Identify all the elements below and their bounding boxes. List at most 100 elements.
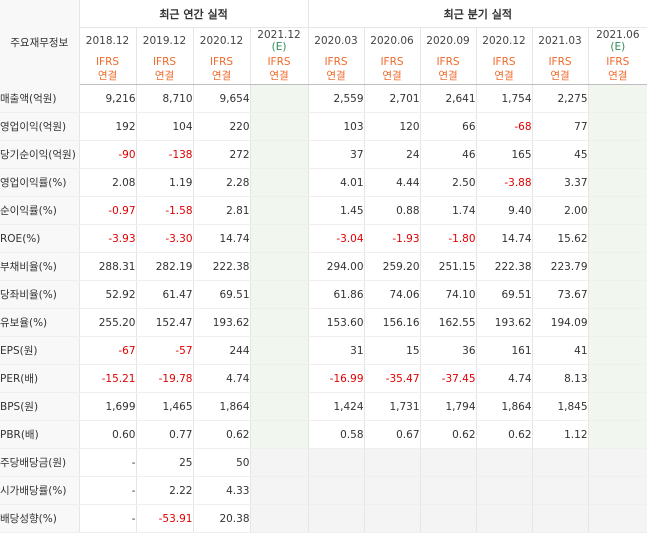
quarter-value: -37.45 [420,364,477,393]
row-label: 순이익률(%) [0,196,80,225]
quarter-value: -1.80 [420,224,477,253]
ifrs-label: IFRS [606,56,630,68]
row-label: 유보율(%) [0,308,80,337]
quarter-value [420,504,477,533]
annual-value [250,420,309,449]
quarter-value: 46 [420,140,477,169]
ifrs-consolidated-tag: IFRS 연결 [193,54,251,85]
annual-value: - [79,476,137,505]
annual-value: 2.28 [193,168,251,197]
period-header-quarter-4: 2021.03 [532,27,589,54]
annual-value: 104 [136,112,194,141]
annual-value: 255.20 [79,308,137,337]
quarter-value: 61.86 [307,280,365,309]
quarter-value: 3.37 [532,168,589,197]
quarter-value: 73.67 [532,280,589,309]
consolidated-label: 연결 [97,70,118,82]
quarter-value: 0.62 [476,420,533,449]
annual-value: -19.78 [136,364,194,393]
annual-value: - [79,448,137,477]
annual-value: 4.33 [193,476,251,505]
quarter-value [588,84,647,113]
annual-value [250,196,309,225]
row-label: 당기순이익(억원) [0,140,80,169]
ifrs-label: IFRS [380,56,404,68]
annual-value: 244 [193,336,251,365]
annual-value: -138 [136,140,194,169]
annual-value: 9,654 [193,84,251,113]
quarter-value: 8.13 [532,364,589,393]
ifrs-consolidated-tag: IFRS 연결 [79,54,137,85]
annual-value: 50 [193,448,251,477]
quarter-value: 0.67 [364,420,421,449]
quarter-value [307,448,365,477]
quarter-value: 153.60 [307,308,365,337]
ifrs-label: IFRS [492,56,516,68]
annual-value: 69.51 [193,280,251,309]
annual-value [250,252,309,281]
quarter-value: 4.01 [307,168,365,197]
table-row: 매출액(억원) 9,216 8,710 9,654 2,559 2,701 2,641 1,7… [0,84,647,113]
annual-value [250,476,309,505]
ifrs-consolidated-tag: IFRS 연결 [476,54,533,85]
annual-value [250,140,309,169]
consolidated-label: 연결 [269,70,289,82]
table-row: PER(배) -15.21 -19.78 4.74 -16.99 -35.47 -37.45… [0,364,647,393]
annual-value: -0.97 [79,196,137,225]
annual-value: 1.19 [136,168,194,197]
quarter-value [307,504,365,533]
annual-value: -3.93 [79,224,137,253]
annual-value: 2.08 [79,168,137,197]
period-header-quarter-5: 2021.06 (E) [588,28,647,55]
quarter-value: 36 [420,336,477,365]
annual-value: 2.81 [193,196,251,225]
quarter-value: 15 [364,336,421,365]
row-label: 배당성향(%) [0,504,80,533]
quarter-value: 2,559 [307,84,365,113]
annual-value: 1,465 [136,392,194,421]
row-label: 주당배당금(원) [0,448,80,477]
period-header-quarter-2: 2020.09 [420,27,477,54]
ifrs-label: IFRS [267,56,291,68]
ifrs-consolidated-tag: IFRS 연결 [420,54,477,85]
consolidated-label: 연결 [382,70,402,82]
estimate-mark: (E) [610,41,626,53]
period-header-quarter-0: 2020.03 [307,27,365,54]
annual-value [250,84,309,113]
quarter-value: 1,845 [532,392,589,421]
annual-value: 8,710 [136,84,194,113]
period-label: 2021.06 [596,29,640,41]
quarter-value: 1.12 [532,420,589,449]
quarter-value [364,476,421,505]
annual-value: 4.74 [193,364,251,393]
quarter-value: 1.74 [420,196,477,225]
row-label: 부채비율(%) [0,252,80,281]
annual-value: 9,216 [79,84,137,113]
quarter-value [364,504,421,533]
annual-value: 0.77 [136,420,194,449]
quarter-value [476,476,533,505]
quarter-value: 1,864 [476,392,533,421]
quarter-value: 4.44 [364,168,421,197]
quarterly-results-header: 최근 분기 실적 [307,0,647,28]
quarter-value [532,476,589,505]
table-row: 당기순이익(억원) -90 -138 272 37 24 46 165 45 [0,140,647,169]
quarter-value: 1.45 [307,196,365,225]
quarter-value: 161 [476,336,533,365]
annual-value: 61.47 [136,280,194,309]
period-header-annual-1: 2019.12 [136,27,194,54]
ifrs-consolidated-tag: IFRS 연결 [250,54,309,85]
quarter-value: -35.47 [364,364,421,393]
quarter-value: 194.09 [532,308,589,337]
table-row: 부채비율(%) 288.31 282.19 222.38 294.00 259.20 251… [0,252,647,281]
quarter-value: 0.88 [364,196,421,225]
ifrs-label: IFRS [152,56,177,68]
ifrs-label: IFRS [548,56,572,68]
period-label: 2020.12 [199,35,244,47]
table-row: 당좌비율(%) 52.92 61.47 69.51 61.86 74.06 74.10 69.… [0,280,647,309]
annual-value: -53.91 [136,504,194,533]
annual-value: -67 [79,336,137,365]
quarter-value [588,476,647,505]
quarter-value: 193.62 [476,308,533,337]
